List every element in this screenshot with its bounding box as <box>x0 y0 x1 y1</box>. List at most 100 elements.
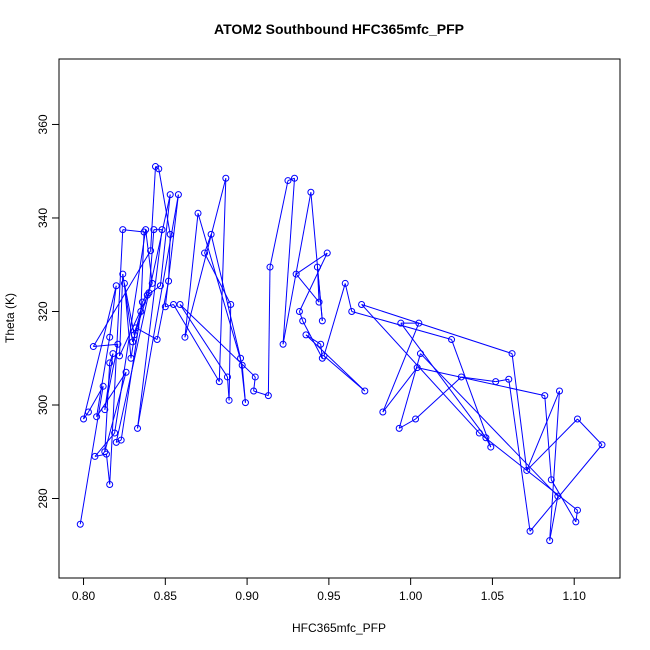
y-tick-label: 300 <box>36 395 50 415</box>
x-tick-label: 1.05 <box>481 589 505 603</box>
data-point <box>361 387 369 395</box>
data-point <box>295 307 303 315</box>
data-point <box>138 298 146 306</box>
data-point <box>448 336 456 344</box>
series-line-segment <box>479 432 578 511</box>
data-point <box>546 537 554 545</box>
data-point <box>573 415 581 423</box>
series-line-segment <box>164 194 179 307</box>
data-point <box>89 343 97 351</box>
series-line-segment <box>158 168 171 235</box>
data-point <box>134 424 142 432</box>
data-point <box>554 492 562 500</box>
y-axis: 280 300 320 340 360 <box>36 114 59 509</box>
data-point <box>292 270 300 278</box>
data-point <box>523 466 531 474</box>
data-point <box>112 282 120 290</box>
y-tick-label: 360 <box>36 114 50 134</box>
series-line-segment <box>508 379 531 532</box>
data-point <box>475 429 483 437</box>
series-line-segment <box>544 395 552 480</box>
data-point <box>237 354 245 362</box>
x-tick-label: 0.85 <box>154 589 178 603</box>
data-point <box>508 350 516 358</box>
data-point <box>130 331 138 339</box>
x-tick-label: 1.10 <box>563 589 587 603</box>
series-line-segment <box>184 213 199 338</box>
series-line-segment <box>123 283 135 335</box>
data-point <box>169 300 177 308</box>
series-line-segment <box>323 283 346 357</box>
data-point <box>132 324 140 332</box>
series-line-segment <box>240 358 246 403</box>
data-point <box>119 226 127 234</box>
chart-title: ATOM2 Southbound HFC365mfc_PFP <box>214 21 464 37</box>
data-point <box>153 336 161 344</box>
data-point <box>572 518 580 526</box>
data-point <box>127 354 135 362</box>
data-point <box>307 188 315 196</box>
data-point <box>320 352 328 360</box>
series-line-segment <box>549 496 559 541</box>
series-line-segment <box>114 229 147 434</box>
data-point <box>348 307 356 315</box>
series-line-segment <box>218 178 227 382</box>
data-point <box>147 247 155 255</box>
data-point <box>413 364 421 372</box>
series-line-segment <box>210 234 242 359</box>
data-point <box>416 350 424 358</box>
data-point <box>598 441 606 449</box>
series-line-segment <box>109 285 117 338</box>
series-line-segment <box>420 353 559 497</box>
data-point <box>279 340 287 348</box>
series-line-segment <box>298 252 328 312</box>
series-line-segment <box>184 178 227 338</box>
series-line-segment <box>550 479 577 523</box>
x-tick-label: 0.90 <box>235 589 259 603</box>
series-line-segment <box>295 252 328 275</box>
series-line-segment <box>119 292 150 357</box>
data-point <box>194 209 202 217</box>
data-point <box>111 429 119 437</box>
series-line-segment <box>282 178 296 345</box>
series-line-segment <box>320 344 323 359</box>
data-point <box>555 387 563 395</box>
series-line-segment <box>150 166 156 251</box>
data-point <box>166 191 174 199</box>
plot-frame <box>58 58 621 579</box>
data-point <box>251 373 259 381</box>
x-tick-label: 1.00 <box>399 589 423 603</box>
data-point <box>145 289 153 297</box>
series-line-segment <box>179 304 256 378</box>
data-point <box>225 396 233 404</box>
data-point <box>148 279 156 287</box>
data-point <box>505 375 513 383</box>
data-point <box>116 352 124 360</box>
data-point <box>541 392 549 400</box>
series-line-segment <box>575 510 578 522</box>
series-line-segment <box>204 252 232 305</box>
x-tick-label: 0.95 <box>317 589 341 603</box>
data-point <box>158 226 166 234</box>
data-point <box>120 279 128 287</box>
data-point <box>176 300 184 308</box>
series-line-segment <box>549 390 560 541</box>
data-point <box>317 340 325 348</box>
series-line-segment <box>415 376 462 420</box>
data-point <box>547 476 555 484</box>
series-line-segment <box>269 180 289 268</box>
data-point <box>397 319 405 327</box>
data-point <box>91 452 99 460</box>
series-line-segment <box>526 418 578 471</box>
series-line-segment <box>145 229 153 284</box>
series-line-segment <box>495 378 509 383</box>
data-point <box>302 331 310 339</box>
data-point <box>201 249 209 257</box>
series-line-segment <box>197 213 243 366</box>
data-point <box>142 226 150 234</box>
series-line-segment <box>461 376 496 383</box>
data-point <box>137 307 145 315</box>
data-point <box>487 443 495 451</box>
series-line-segment <box>83 411 89 420</box>
data-point <box>315 298 323 306</box>
